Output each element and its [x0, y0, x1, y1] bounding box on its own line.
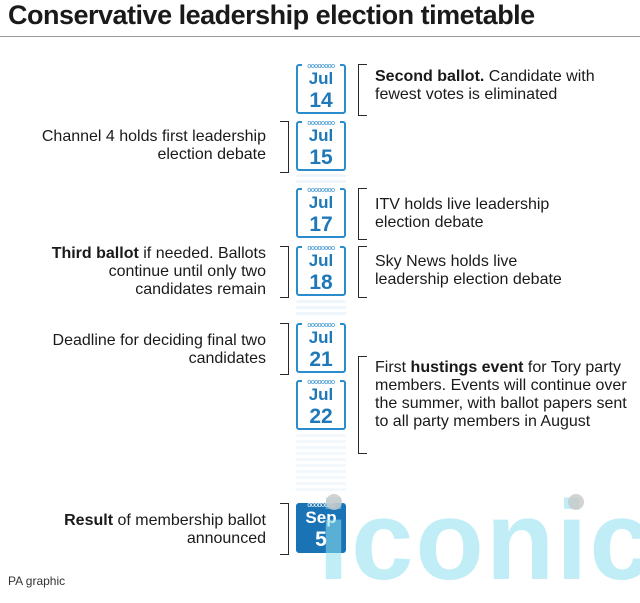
bracket-jul-21 [280, 323, 289, 375]
event-jul-22: First hustings event for Tory party memb… [375, 359, 627, 430]
calendar-icon-jul-15: oooooooo Jul 15 [296, 120, 346, 171]
bracket-jul-18-right [358, 246, 367, 298]
bracket-jul-22 [358, 356, 367, 454]
event-jul-18-left: Third ballot if needed. Ballots continue… [51, 245, 266, 298]
event-jul-15: Channel 4 holds first leadership electio… [41, 128, 266, 163]
bracket-jul-17 [358, 188, 367, 240]
bracket-jul-14 [358, 64, 367, 116]
event-sep-5: Result of membership ballot announced [64, 512, 266, 547]
calendar-icon-sep-5: oooooooo Sep 5 [296, 502, 346, 553]
timeline-gap-marker [296, 434, 346, 494]
event-jul-18-right: Sky News holds live leadership election … [375, 253, 562, 288]
event-jul-17: ITV holds live leadership election debat… [375, 196, 550, 231]
timeline-gap-marker [296, 174, 346, 186]
calendar-icon-jul-21: oooooooo Jul 21 [296, 322, 346, 373]
event-jul-14: Second ballot. Candidate with fewest vot… [375, 68, 595, 103]
watermark-dot [326, 494, 342, 510]
calendar-icon-jul-22: oooooooo Jul 22 [296, 379, 346, 430]
timeline-gap-marker [296, 300, 346, 318]
bracket-sep-5 [280, 503, 289, 555]
bracket-jul-18-left [280, 246, 289, 298]
title-divider [0, 36, 640, 37]
source-credit: PA graphic [8, 574, 66, 588]
calendar-icon-jul-17: oooooooo Jul 17 [296, 187, 346, 238]
iconic-watermark: iconic [318, 478, 640, 603]
calendar-icon-jul-18: oooooooo Jul 18 [296, 245, 346, 296]
calendar-icon-jul-14: oooooooo Jul 14 [296, 63, 346, 114]
event-jul-21: Deadline for deciding final two candidat… [52, 332, 266, 367]
watermark-dot [568, 494, 584, 510]
bracket-jul-15 [280, 121, 289, 173]
page-title: Conservative leadership election timetab… [8, 0, 535, 30]
